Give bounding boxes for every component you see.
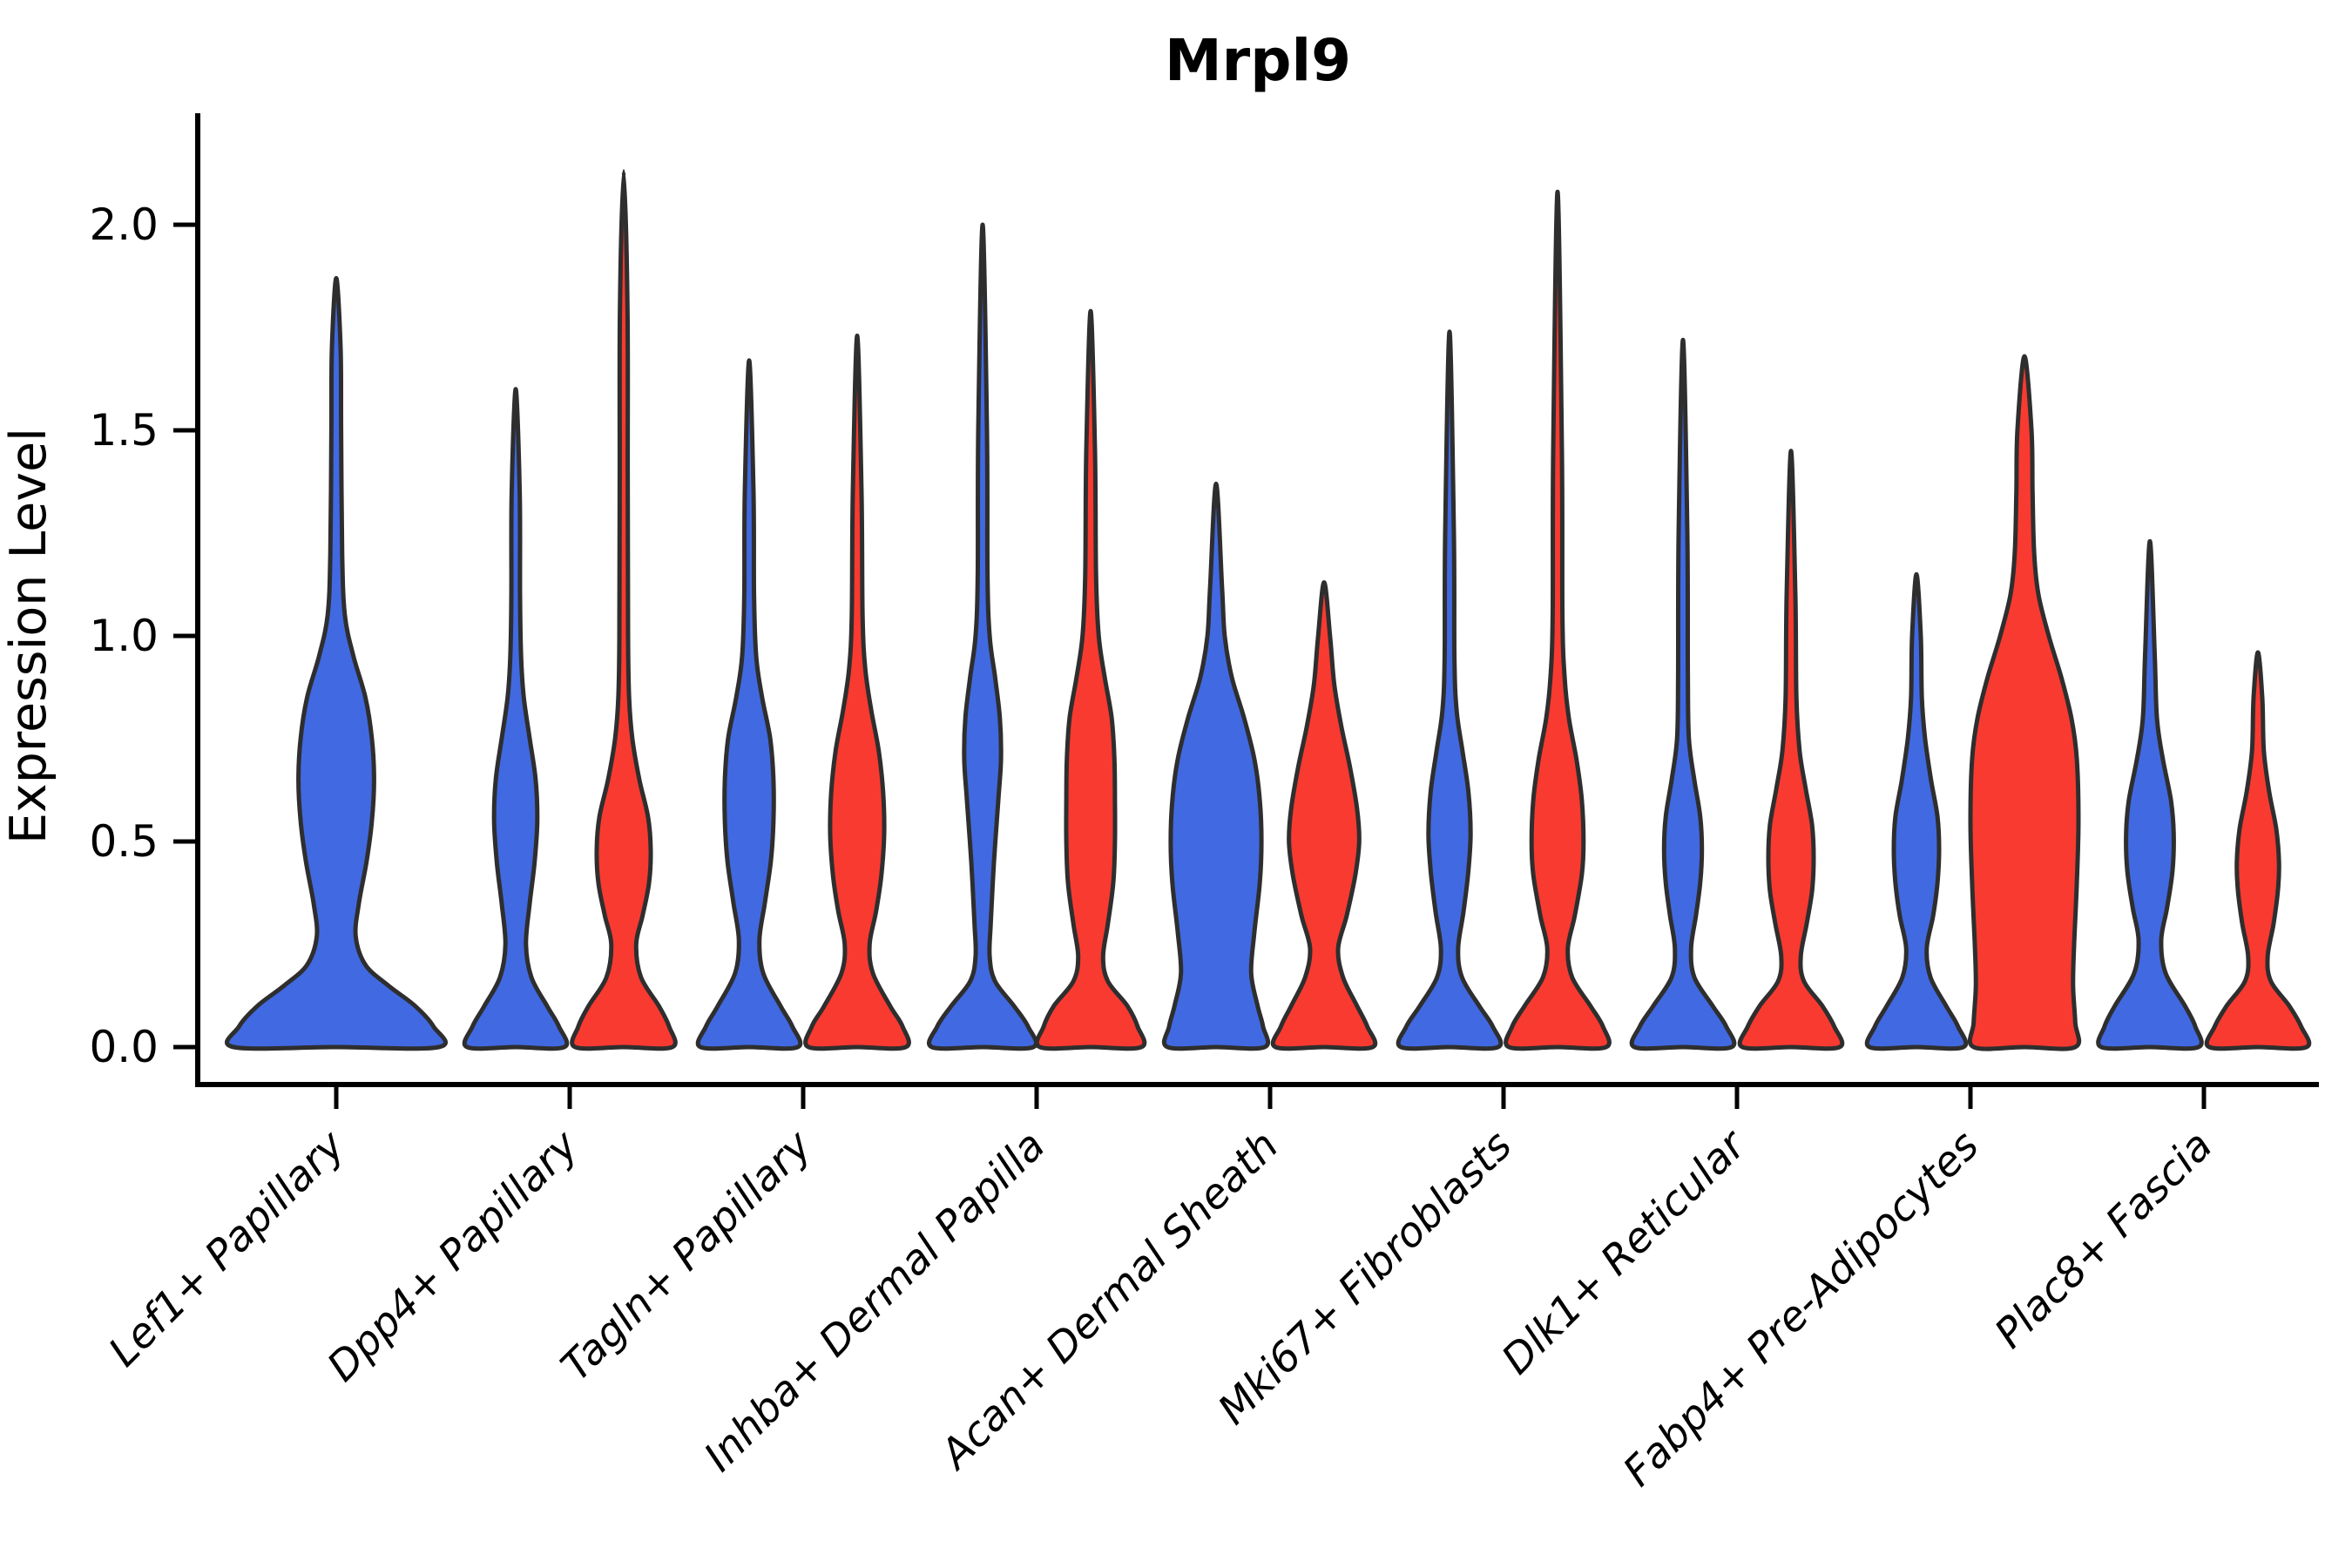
y-tick-label: 0.0 [89, 1022, 159, 1072]
x-tick-label: Dlk1+ Reticular [1493, 1120, 1757, 1384]
violin-dlk1-blue [1629, 337, 1737, 1051]
x-tick-label: Plac8+ Fascia [1985, 1122, 2221, 1358]
y-axis-label: Expression Level [0, 428, 57, 844]
x-tick-label: Tagln+ Papillary [552, 1121, 822, 1391]
violin-mki67-blue [1396, 329, 1504, 1051]
violin-acan-red [1270, 580, 1378, 1051]
plot-title: Mrpl9 [1165, 27, 1351, 94]
y-tick-label: 0.5 [89, 816, 159, 867]
violin-lef1-blue [225, 275, 448, 1051]
violin-inhba-blue [927, 222, 1038, 1051]
y-tick-label: 1.5 [89, 405, 159, 456]
x-tick-label: Lef1+ Papillary [99, 1121, 355, 1376]
violin-tagln-blue [695, 358, 803, 1051]
y-tick-label: 2.0 [89, 199, 159, 250]
violin-inhba-red [1034, 308, 1147, 1051]
violin-tagln-red [803, 333, 911, 1051]
violin-acan-blue [1161, 481, 1271, 1051]
violin-plac8-blue [2096, 538, 2204, 1051]
violin-fabp4-red [1967, 354, 2082, 1051]
violin-dpp4-blue [462, 387, 570, 1051]
violins-layer [225, 169, 2312, 1051]
y-tick-label: 1.0 [89, 611, 159, 661]
violin-plac8-red [2204, 650, 2312, 1051]
x-tick-label: Dpp4+ Papillary [318, 1121, 588, 1391]
violin-mki67-red [1504, 189, 1612, 1051]
violin-fabp4-blue [1864, 571, 1969, 1051]
violin-dlk1-red [1737, 449, 1845, 1051]
violin-dpp4-red [570, 169, 678, 1051]
